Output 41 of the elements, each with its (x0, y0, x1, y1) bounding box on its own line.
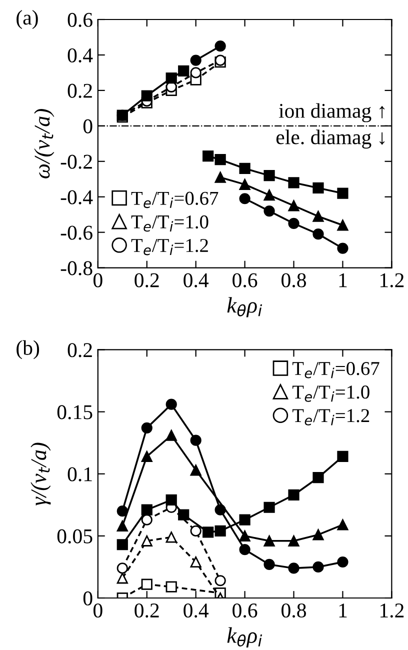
text: (a) (16, 10, 38, 29)
y-tick-label: 0 (83, 591, 92, 606)
x-tick-label: 0.6 (232, 273, 258, 288)
x-tick-label: 0.8 (282, 273, 306, 288)
y-tick-label: -0.8 (60, 261, 92, 276)
y-tick-label: 0.15 (57, 405, 92, 420)
y-axis-title: ω/(v$_{t}$/a) (34, 109, 54, 178)
y-tick-label: -0.4 (60, 190, 93, 204)
legend-label: T$_{e}$/T$_{i}$=1.2 (131, 238, 208, 256)
legend-label: T$_{e}$/T$_{i}$=1.2 (292, 409, 370, 426)
x-tick-label: 0.4 (184, 273, 209, 288)
y-tick-label: -0.2 (60, 154, 92, 169)
annotation: ion diamag ↑ (278, 103, 385, 122)
x-tick-label: 0.2 (134, 273, 159, 288)
y-tick-label: 0.05 (57, 529, 92, 544)
x-axis-title: k$_{θ}$ρ$_{i}$ (227, 627, 262, 648)
x-tick-label: 0.4 (184, 603, 209, 618)
legend-label: T$_{e}$/T$_{i}$=1.0 (131, 215, 208, 232)
x-tick-label: 1 (339, 273, 347, 288)
x-tick-label: 0.6 (232, 603, 258, 618)
x-tick-label: 0.2 (134, 603, 159, 618)
x-tick-label: 1.2 (380, 604, 404, 618)
annotation: ele. diamag ↓ (276, 130, 385, 149)
y-tick-label: 0.2 (68, 343, 92, 358)
y-tick-label: 0.1 (68, 467, 92, 482)
y-tick-label: 0.4 (68, 48, 93, 62)
x-tick-label: 1.2 (380, 273, 404, 288)
x-tick-label: 0 (94, 603, 102, 618)
legend-label: T$_{e}$/T$_{i}$=1.0 (292, 386, 370, 402)
y-axis-title: γ/(v$_{t}$/a) (30, 442, 51, 506)
text: (b) (16, 340, 40, 360)
legend-label: T$_{e}$/T$_{i}$=0.67 (292, 362, 380, 378)
legend-label: T$_{e}$/T$_{i}$=0.67 (131, 192, 218, 208)
y-tick-label: 0.6 (68, 12, 92, 28)
y-tick-label: 0 (83, 119, 92, 134)
y-tick-label: -0.6 (60, 226, 92, 240)
x-tick-label: 0 (94, 273, 102, 288)
x-tick-label: 0.8 (282, 603, 306, 618)
x-tick-label: 1 (339, 604, 347, 618)
x-axis-title: k$_{θ}$ρ$_{i}$ (227, 297, 262, 318)
y-tick-label: 0.2 (68, 84, 92, 98)
